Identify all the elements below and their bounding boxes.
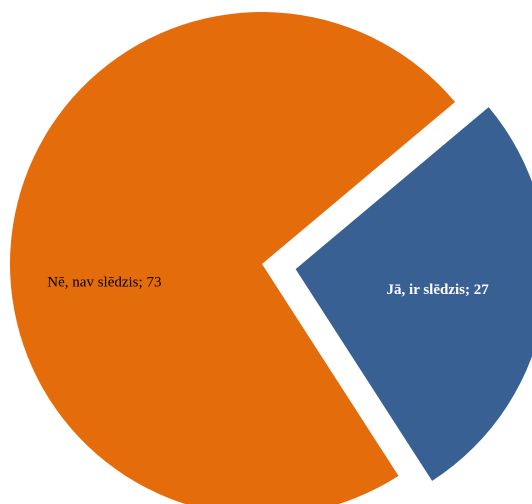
pie-slice-0: [295, 107, 532, 481]
pie-slice-label-1: Nē, nav slēdzis; 73: [47, 274, 161, 290]
pie-slice-1: [10, 12, 456, 504]
pie-slice-label-0: Jā, ir slēdzis; 27: [387, 282, 490, 298]
